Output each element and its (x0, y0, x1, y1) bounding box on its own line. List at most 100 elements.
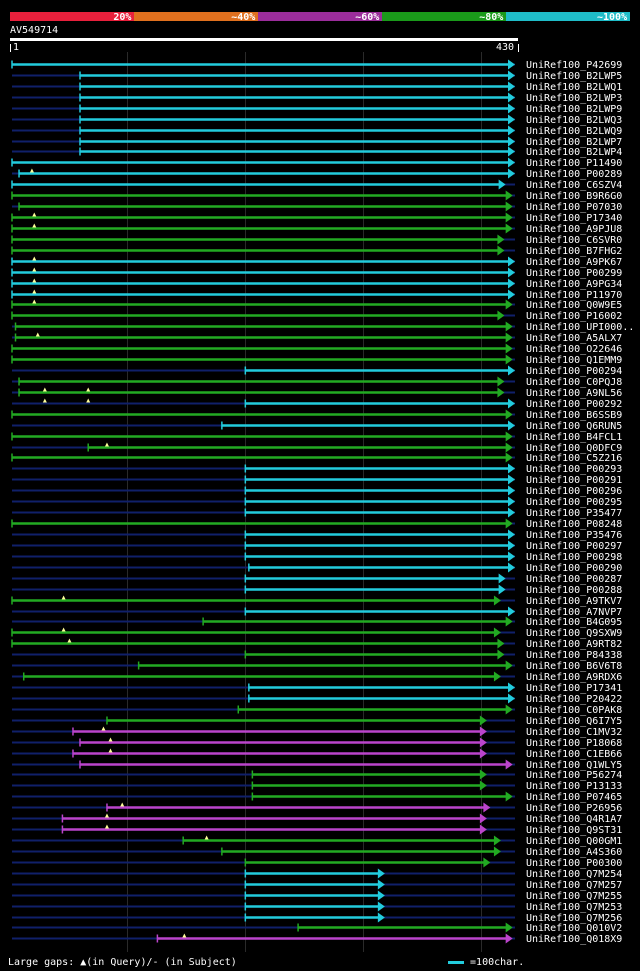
hit-row[interactable]: UniRef100_B7FHG2 (11, 245, 622, 258)
hit-row[interactable]: UniRef100_C5Z216 (11, 452, 622, 465)
hit-label[interactable]: UniRef100_P00296 (526, 486, 622, 497)
hit-row[interactable]: UniRef100_B4G095 (12, 616, 622, 629)
hit-label[interactable]: UniRef100_P00295 (526, 497, 622, 508)
hit-row[interactable]: UniRef100_Q0W9E5 (11, 299, 622, 312)
hit-row[interactable]: UniRef100_P07030 (12, 201, 622, 214)
hit-row[interactable]: UniRef100_Q7M253 (12, 901, 622, 914)
hit-label[interactable]: UniRef100_A9NL56 (526, 388, 622, 399)
hit-row[interactable]: UniRef100_P00296 (12, 485, 622, 498)
hit-row[interactable]: UniRef100_P00297 (12, 540, 622, 553)
hit-label[interactable]: UniRef100_C6SVR0 (526, 235, 622, 246)
hit-label[interactable]: UniRef100_A7NVP7 (526, 607, 622, 618)
hit-label[interactable]: UniRef100_B2LWP9 (526, 104, 622, 115)
hit-row[interactable]: UniRef100_Q4R1A7 (12, 813, 622, 826)
hit-row[interactable]: UniRef100_B9R6G0 (11, 190, 622, 203)
hit-label[interactable]: UniRef100_Q7M254 (526, 869, 622, 880)
hit-label[interactable]: UniRef100_P00294 (526, 366, 622, 377)
hit-label[interactable]: UniRef100_Q0DFC9 (526, 443, 622, 454)
hit-row[interactable]: UniRef100_A7NVP7 (12, 606, 622, 619)
hit-label[interactable]: UniRef100_B4FCL1 (526, 432, 622, 443)
hit-label[interactable]: UniRef100_Q9ST31 (526, 825, 622, 836)
hit-label[interactable]: UniRef100_P26956 (526, 803, 622, 814)
hit-row[interactable]: UniRef100_P26956 (12, 802, 622, 815)
hit-label[interactable]: UniRef100_P00287 (526, 574, 622, 585)
hit-row[interactable]: UniRef100_P35477 (12, 507, 622, 520)
hit-label[interactable]: UniRef100_B7FHG2 (526, 246, 622, 257)
hit-label[interactable]: UniRef100_P00289 (526, 169, 622, 180)
hit-row[interactable]: UniRef100_B2LWP3 (12, 92, 622, 105)
hit-row[interactable]: UniRef100_Q7M255 (12, 890, 622, 903)
hit-row[interactable]: UniRef100_P00294 (12, 365, 622, 378)
hit-row[interactable]: UniRef100_B6SSB9 (11, 409, 622, 422)
hit-row[interactable]: UniRef100_P00287 (12, 573, 622, 586)
hit-label[interactable]: UniRef100_P00300 (526, 858, 622, 869)
hit-label[interactable]: UniRef100_C0PAK8 (526, 705, 622, 716)
hit-row[interactable]: UniRef100_UPI000.. (12, 321, 634, 334)
hit-label[interactable]: UniRef100_P35477 (526, 508, 622, 519)
hit-row[interactable]: UniRef100_P00292 (12, 398, 622, 411)
hit-label[interactable]: UniRef100_P17340 (526, 213, 622, 224)
hit-label[interactable]: UniRef100_B2LWQ9 (526, 126, 622, 137)
hit-label[interactable]: UniRef100_B4G095 (526, 617, 622, 628)
hit-label[interactable]: UniRef100_C1EB66 (526, 749, 622, 760)
hit-label[interactable]: UniRef100_B6SSB9 (526, 410, 622, 421)
hit-row[interactable]: UniRef100_A9PK67 (11, 256, 622, 269)
hit-row[interactable]: UniRef100_B2LWQ3 (12, 114, 622, 127)
hit-row[interactable]: UniRef100_P11490 (11, 157, 622, 170)
hit-label[interactable]: UniRef100_Q0W9E5 (526, 300, 622, 311)
hit-row[interactable]: UniRef100_B2LWQ9 (12, 125, 622, 138)
hit-label[interactable]: UniRef100_P11970 (526, 290, 622, 301)
hit-row[interactable]: UniRef100_C0PQJ8 (12, 376, 622, 389)
hit-row[interactable]: UniRef100_P08248 (11, 518, 622, 531)
hit-row[interactable]: UniRef100_P42699 (11, 59, 622, 72)
hit-label[interactable]: UniRef100_P18068 (526, 738, 622, 749)
hit-label[interactable]: UniRef100_P07465 (526, 792, 622, 803)
hit-row[interactable]: UniRef100_P17340 (11, 212, 622, 225)
hit-row[interactable]: UniRef100_Q7M256 (12, 912, 622, 925)
hit-label[interactable]: UniRef100_B2LWP7 (526, 137, 622, 148)
hit-row[interactable]: UniRef100_P00298 (12, 551, 622, 564)
hit-label[interactable]: UniRef100_P00290 (526, 563, 622, 574)
hit-row[interactable]: UniRef100_A9RDX6 (12, 671, 622, 684)
hit-row[interactable]: UniRef100_B2LWQ1 (12, 81, 622, 94)
hit-label[interactable]: UniRef100_P00299 (526, 268, 622, 279)
hit-row[interactable]: UniRef100_C6SZV4 (11, 179, 622, 192)
hit-row[interactable]: UniRef100_P00293 (12, 463, 622, 476)
hit-label[interactable]: UniRef100_P00292 (526, 399, 622, 410)
hit-row[interactable]: UniRef100_C1EB66 (12, 748, 622, 761)
hit-label[interactable]: UniRef100_UPI000.. (526, 322, 634, 333)
hit-row[interactable]: UniRef100_A9PJU8 (11, 223, 622, 236)
hit-label[interactable]: UniRef100_P00297 (526, 541, 622, 552)
hit-label[interactable]: UniRef100_A9PJU8 (526, 224, 622, 235)
hit-label[interactable]: UniRef100_Q010V2 (526, 923, 622, 934)
hit-row[interactable]: UniRef100_Q7M254 (12, 868, 622, 881)
hit-row[interactable]: UniRef100_P84338 (12, 649, 622, 662)
hit-row[interactable]: UniRef100_P56274 (12, 769, 622, 782)
hit-label[interactable]: UniRef100_C0PQJ8 (526, 377, 622, 388)
hit-row[interactable]: UniRef100_Q00GM1 (12, 835, 622, 848)
hit-label[interactable]: UniRef100_P16002 (526, 311, 622, 322)
hit-label[interactable]: UniRef100_P00293 (526, 464, 622, 475)
hit-label[interactable]: UniRef100_A9PG34 (526, 279, 622, 290)
hit-row[interactable]: UniRef100_Q9SXW9 (11, 627, 622, 640)
hit-label[interactable]: UniRef100_Q6RUN5 (526, 421, 622, 432)
hit-label[interactable]: UniRef100_Q7M253 (526, 902, 622, 913)
hit-row[interactable]: UniRef100_P18068 (12, 737, 622, 750)
hit-label[interactable]: UniRef100_Q00GM1 (526, 836, 622, 847)
hit-label[interactable]: UniRef100_B9R6G0 (526, 191, 622, 202)
hit-label[interactable]: UniRef100_P07030 (526, 202, 622, 213)
hit-label[interactable]: UniRef100_C6SZV4 (526, 180, 622, 191)
hit-row[interactable]: UniRef100_A9TKV7 (11, 595, 622, 608)
hit-row[interactable]: UniRef100_P00289 (12, 168, 622, 181)
hit-row[interactable]: UniRef100_C0PAK8 (12, 704, 622, 717)
hit-row[interactable]: UniRef100_Q0DFC9 (12, 442, 622, 455)
hit-label[interactable]: UniRef100_P17341 (526, 683, 622, 694)
hit-row[interactable]: UniRef100_P07465 (12, 791, 622, 804)
hit-label[interactable]: UniRef100_A4S360 (526, 847, 622, 858)
hit-label[interactable]: UniRef100_B2LWP5 (526, 71, 622, 82)
hit-row[interactable]: UniRef100_P00295 (12, 496, 622, 509)
hit-label[interactable]: UniRef100_P20422 (526, 694, 622, 705)
hit-row[interactable]: UniRef100_P35476 (12, 529, 622, 542)
hit-label[interactable]: UniRef100_O22646 (526, 344, 622, 355)
hit-row[interactable]: UniRef100_A5ALX7 (12, 332, 622, 345)
